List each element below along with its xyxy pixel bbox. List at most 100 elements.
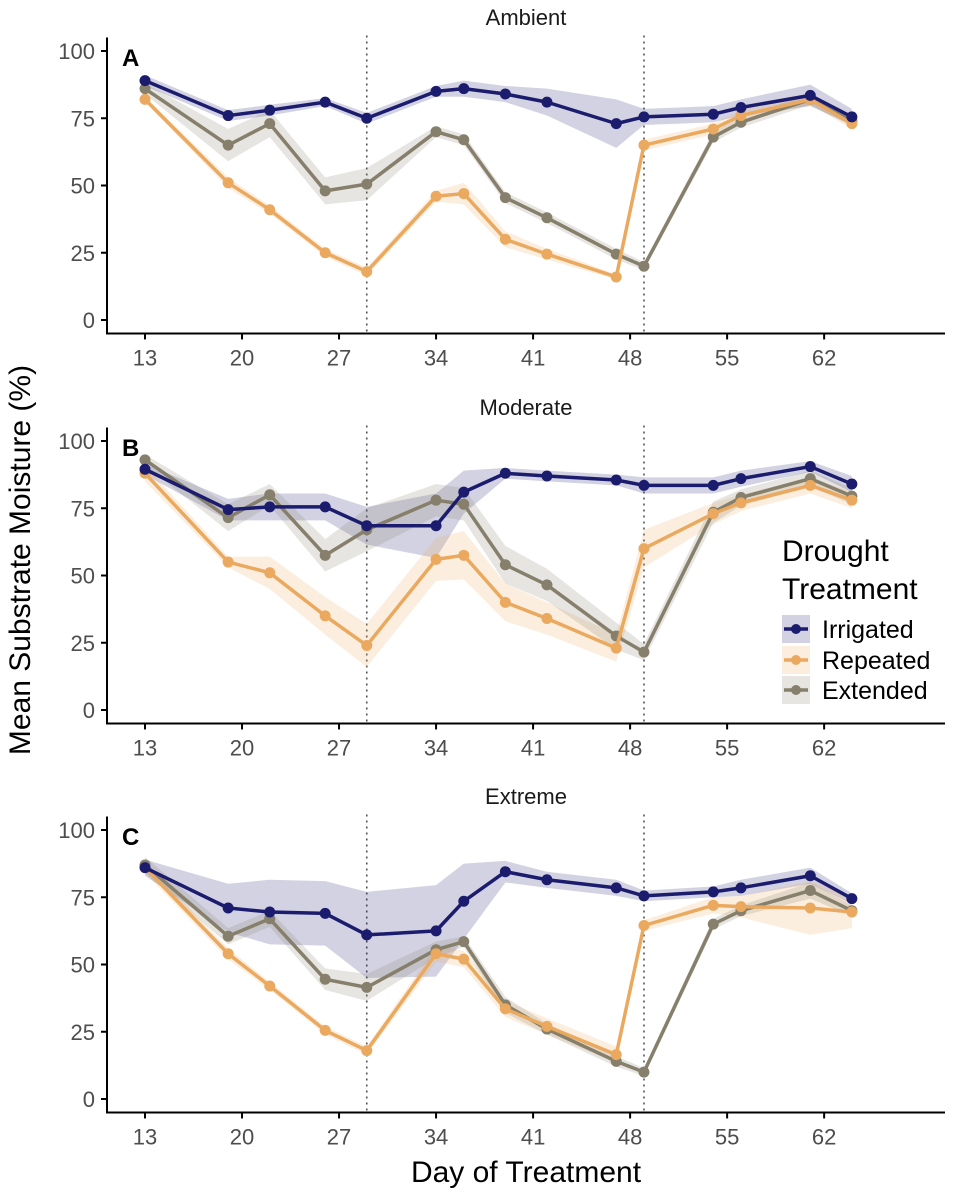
ribbon-repeated — [145, 94, 852, 280]
x-tick-label: 41 — [521, 345, 545, 370]
point-extended — [458, 498, 470, 510]
legend-label-irrigated: Irrigated — [822, 616, 914, 644]
point-repeated — [458, 953, 470, 965]
point-repeated — [430, 190, 442, 202]
panel-letter: A — [122, 45, 139, 72]
y-tick-label: 25 — [71, 1020, 95, 1045]
x-tick-label: 48 — [618, 1124, 642, 1149]
panel-b: Moderate B 0 25 50 75 100 13 20 27 34 41 48 55 62 — [58, 395, 945, 760]
point-extended — [319, 549, 331, 561]
legend: Drought Treatment Irrigated RepeatedExten… — [782, 535, 930, 705]
point-repeated — [361, 1045, 373, 1057]
point-repeated — [638, 543, 650, 555]
point-extended — [499, 559, 511, 571]
point-irrigated — [541, 96, 553, 108]
point-irrigated — [804, 870, 816, 882]
point-irrigated — [458, 83, 470, 95]
point-repeated — [319, 1024, 331, 1036]
point-irrigated — [222, 902, 234, 914]
point-irrigated — [222, 504, 234, 516]
y-tick-label: 100 — [58, 818, 95, 843]
x-tick-label: 13 — [133, 1124, 157, 1149]
y-tick-label: 25 — [71, 631, 95, 656]
y-tick-label: 75 — [71, 496, 95, 521]
point-extended — [541, 579, 553, 591]
x-tick-label: 55 — [715, 1124, 739, 1149]
point-irrigated — [319, 501, 331, 513]
point-extended — [430, 494, 442, 506]
point-repeated — [610, 1049, 622, 1061]
point-repeated — [541, 613, 553, 625]
panel-c: Extreme C 0 25 50 75 100 13 20 27 34 41 48 55 62 — [58, 784, 945, 1149]
point-repeated — [499, 233, 511, 245]
point-extended — [430, 126, 442, 138]
point-irrigated — [499, 866, 511, 878]
x-tick-label: 41 — [521, 1124, 545, 1149]
point-repeated — [707, 123, 719, 135]
x-tick-label: 34 — [424, 1124, 448, 1149]
point-irrigated — [361, 520, 373, 532]
x-tick-label: 62 — [812, 1124, 836, 1149]
point-irrigated — [610, 474, 622, 486]
ribbon-repeated — [145, 862, 852, 1063]
y-axis-label: Mean Substrate Moisture (%) — [4, 365, 37, 755]
x-tick-label: 13 — [133, 735, 157, 760]
y-tick-label: 50 — [71, 953, 95, 978]
point-irrigated — [541, 874, 553, 886]
point-repeated — [319, 610, 331, 622]
point-irrigated — [846, 478, 858, 490]
point-irrigated — [139, 75, 151, 87]
point-extended — [222, 139, 234, 151]
point-repeated — [735, 901, 747, 913]
x-tick-label: 62 — [812, 735, 836, 760]
legend-label-repeated: Repeated — [822, 647, 930, 675]
point-extended — [458, 134, 470, 146]
x-tick-label: 13 — [133, 345, 157, 370]
point-extended — [264, 489, 276, 501]
point-repeated — [846, 494, 858, 506]
point-repeated — [361, 639, 373, 651]
y-tick-label: 100 — [58, 39, 95, 64]
y-tick-label: 75 — [71, 885, 95, 910]
y-tick-label: 25 — [71, 241, 95, 266]
panel-a: Ambient A 0 25 50 75 100 13 20 27 34 41 48 55 62 — [58, 5, 945, 370]
point-repeated — [610, 642, 622, 654]
point-repeated — [610, 271, 622, 283]
point-extended — [139, 454, 151, 466]
point-irrigated — [264, 501, 276, 513]
point-repeated — [222, 177, 234, 189]
point-extended — [222, 512, 234, 524]
point-irrigated — [707, 108, 719, 120]
point-repeated — [735, 497, 747, 509]
point-repeated — [707, 899, 719, 911]
point-extended — [499, 192, 511, 204]
point-extended — [139, 83, 151, 95]
point-repeated — [458, 549, 470, 561]
point-irrigated — [458, 895, 470, 907]
point-irrigated — [139, 862, 151, 874]
panel-title: Moderate — [480, 395, 573, 420]
point-irrigated — [707, 886, 719, 898]
point-repeated — [319, 247, 331, 259]
panel-letter: C — [122, 824, 139, 851]
x-axis-label: Day of Treatment — [411, 1156, 642, 1189]
point-repeated — [735, 110, 747, 122]
point-irrigated — [458, 486, 470, 498]
point-extended — [361, 178, 373, 190]
point-extended — [638, 1066, 650, 1078]
point-repeated — [264, 204, 276, 216]
point-irrigated — [638, 890, 650, 902]
legend-title-line1: Drought — [782, 535, 889, 568]
point-irrigated — [707, 479, 719, 491]
point-irrigated — [430, 85, 442, 97]
point-irrigated — [804, 89, 816, 101]
point-irrigated — [638, 479, 650, 491]
y-tick-label: 75 — [71, 106, 95, 131]
point-irrigated — [361, 112, 373, 124]
y-tick-label: 50 — [71, 174, 95, 199]
point-extended — [638, 260, 650, 272]
point-irrigated — [264, 906, 276, 918]
point-irrigated — [222, 110, 234, 122]
point-repeated — [222, 948, 234, 960]
